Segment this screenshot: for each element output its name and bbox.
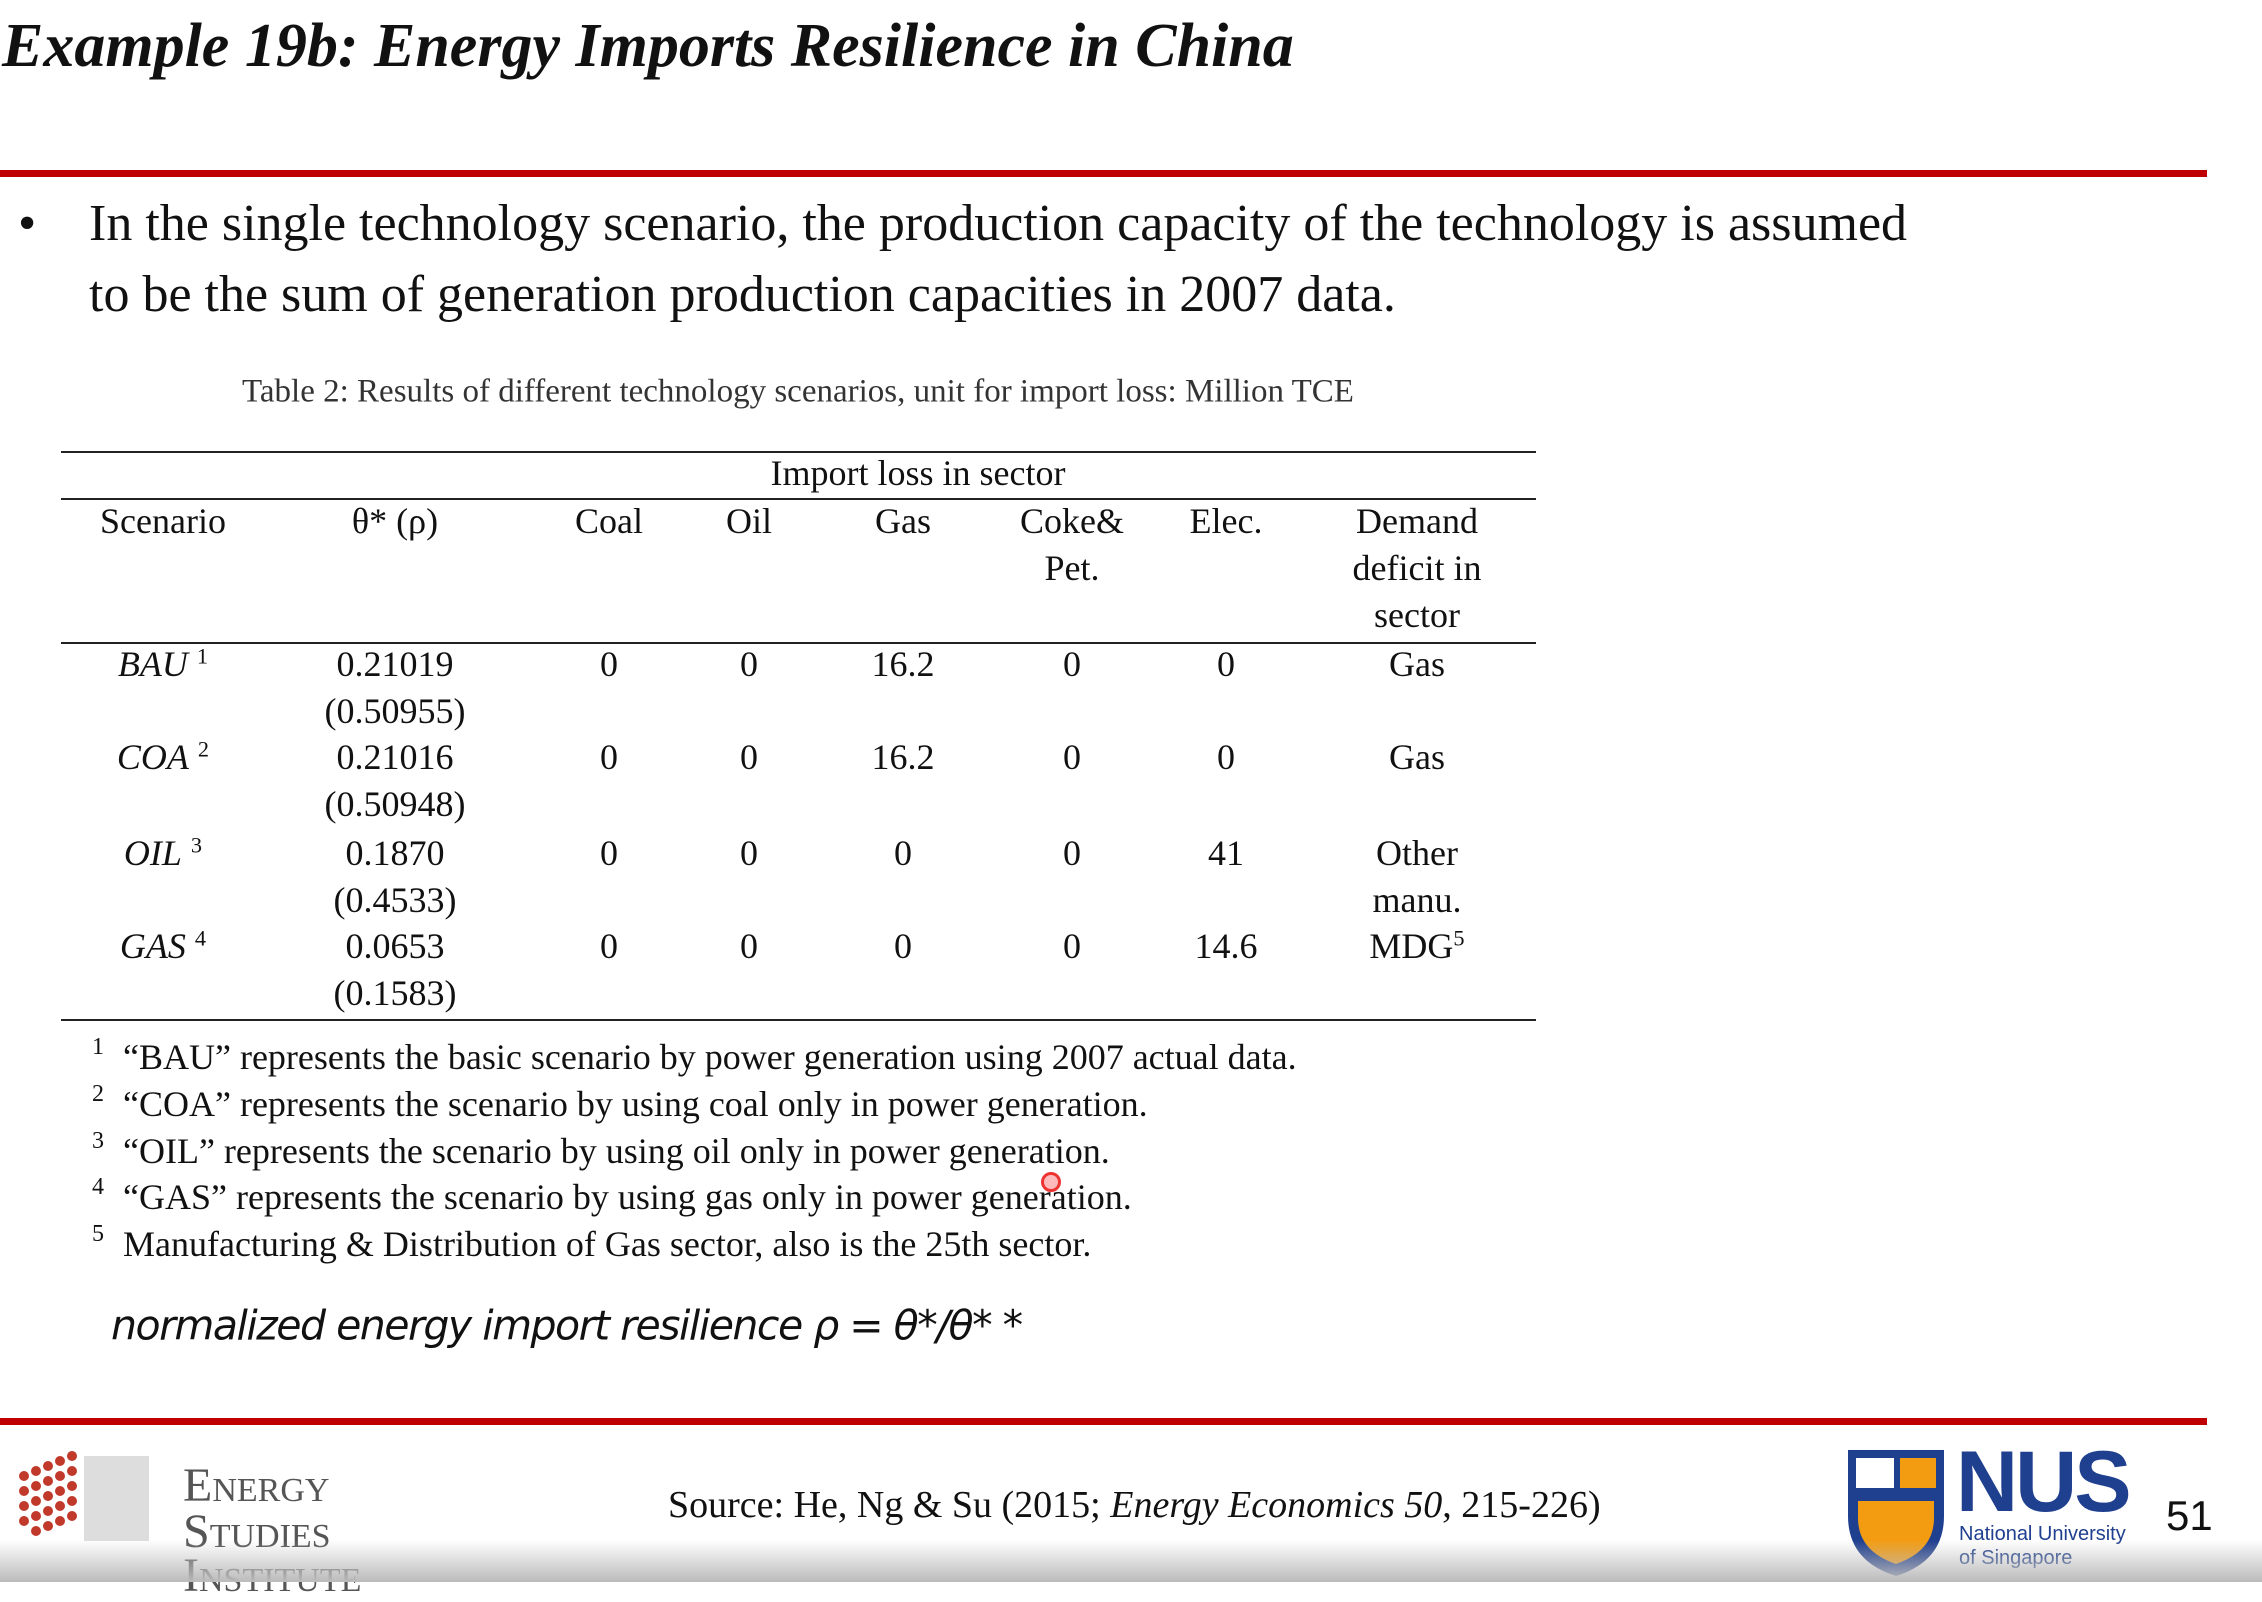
footnote-ref: 2: [197, 736, 210, 762]
column-header: Elec.: [1189, 501, 1263, 541]
table-rule: [61, 1019, 1536, 1021]
table-caption: Table 2: Results of different technology…: [242, 373, 1354, 410]
import-loss: 0: [1063, 644, 1081, 684]
deficit: Other: [1376, 835, 1458, 871]
column-header: Coal: [575, 501, 643, 541]
column-header: Pet.: [1044, 548, 1100, 588]
column-header: Demand: [1356, 501, 1478, 541]
theta: 0.1870: [345, 833, 445, 873]
deficit-text: manu.: [1372, 880, 1462, 920]
deficit-text: Other: [1376, 833, 1458, 873]
source-text: , 215-226): [1442, 1484, 1601, 1526]
footnote-ref: 4: [194, 925, 207, 951]
import-loss: 16.2: [871, 737, 935, 777]
deficit-text: MDG: [1369, 926, 1454, 966]
column-header: sector: [1374, 595, 1460, 635]
scenario: GAS 4: [119, 925, 207, 966]
deficit-text: Gas: [1389, 644, 1445, 684]
theta: 0.0653: [345, 926, 445, 966]
deficit: Gas: [1389, 739, 1445, 775]
rho: (0.1583): [333, 973, 457, 1013]
source-journal: Energy Economics 50: [1110, 1484, 1443, 1526]
deficit-text: Gas: [1389, 737, 1445, 777]
scenario-name: COA: [116, 737, 189, 777]
scenario: BAU 1: [117, 643, 209, 684]
import-loss: 0: [600, 926, 618, 966]
column-header: Coke&: [1020, 501, 1124, 541]
import-loss: 0: [740, 833, 758, 873]
bullet-line: In the single technology scenario, the p…: [89, 195, 1908, 252]
table-rule: [61, 642, 1536, 644]
footnote-text: Manufacturing & Distribution of Gas sect…: [123, 1224, 1092, 1265]
import-loss: 14.6: [1194, 926, 1258, 966]
deficit: MDG5: [1369, 925, 1465, 966]
scenario-name: OIL: [123, 833, 182, 873]
column-header: Gas: [875, 501, 931, 541]
column-header: Oil: [725, 501, 773, 541]
bullet-dot: •: [18, 195, 37, 252]
import-loss: 0: [1063, 737, 1081, 777]
footnote-mark: 3: [92, 1127, 104, 1154]
source-text: Source: He, Ng & Su (2015;: [668, 1484, 1111, 1526]
column-header: deficit in: [1352, 548, 1482, 588]
cursor: [1041, 1172, 1061, 1192]
footnote-text: “GAS” represents the scenario by using g…: [123, 1177, 1132, 1218]
import-loss: 0: [894, 926, 912, 966]
import-loss: 0: [740, 737, 758, 777]
scenario: COA 2: [116, 736, 210, 777]
esi-logo-mark: [19, 1451, 149, 1541]
scenario: OIL 3: [123, 832, 203, 873]
footnote-text: “BAU” represents the basic scenario by p…: [123, 1037, 1297, 1077]
footnote-mark: 5: [92, 1221, 104, 1248]
deficit: manu.: [1373, 882, 1462, 918]
table-rule: [61, 498, 1536, 500]
footer-rule: [0, 1418, 2207, 1425]
import-loss: 0: [1217, 737, 1235, 777]
nus-name: NUS: [1956, 1434, 2132, 1530]
import-loss: 0: [740, 644, 758, 684]
footnote-text: “OIL” represents the scenario by using o…: [123, 1130, 1110, 1171]
import-loss: 41: [1208, 833, 1244, 873]
slide-title: Example 19b: Energy Imports Resilience i…: [2, 12, 1294, 80]
import-loss: 0: [894, 833, 912, 873]
rho: (0.50955): [324, 691, 466, 731]
import-loss: 0: [600, 737, 618, 777]
import-loss: 0: [740, 926, 758, 966]
source: Source: He, Ng & Su (2015; Energy Econom…: [668, 1486, 1601, 1524]
footnote-ref: 5: [1453, 925, 1465, 951]
footnote-mark: 4: [92, 1174, 104, 1201]
esi-line: Energy: [183, 1459, 330, 1512]
scenario-name: BAU: [117, 644, 188, 684]
page-number: 51: [2166, 1492, 2213, 1539]
table-rule: [61, 451, 1536, 453]
title-rule: [0, 170, 2207, 177]
footnote-mark: 1: [92, 1034, 104, 1060]
import-loss: 0: [600, 644, 618, 684]
video-bar: [0, 1540, 2262, 1582]
column-header: Scenario: [100, 501, 226, 541]
column-header: θ* (ρ): [351, 501, 439, 541]
formula: normalized energy import resilience ρ = …: [111, 1301, 1023, 1350]
footnote-ref: 1: [196, 643, 209, 669]
theta: 0.21016: [336, 737, 454, 777]
rho: (0.50948): [324, 784, 466, 824]
footnote-text: “COA” represents the scenario by using c…: [123, 1083, 1148, 1124]
scenario-name: GAS: [119, 926, 186, 966]
footnote-ref: 3: [190, 832, 203, 858]
import-loss: 0: [600, 833, 618, 873]
bullet-line: to be the sum of generation production c…: [89, 266, 1396, 323]
group-header: Import loss in sector: [770, 453, 1066, 493]
import-loss: 16.2: [871, 644, 935, 684]
import-loss: 0: [1217, 644, 1235, 684]
nus-subtitle: National University: [1959, 1523, 2126, 1545]
import-loss: 0: [1063, 833, 1081, 873]
theta: 0.21019: [336, 644, 454, 684]
footnote-mark: 2: [92, 1080, 104, 1107]
deficit: Gas: [1389, 646, 1445, 682]
rho: (0.4533): [333, 880, 457, 920]
import-loss: 0: [1063, 926, 1081, 966]
